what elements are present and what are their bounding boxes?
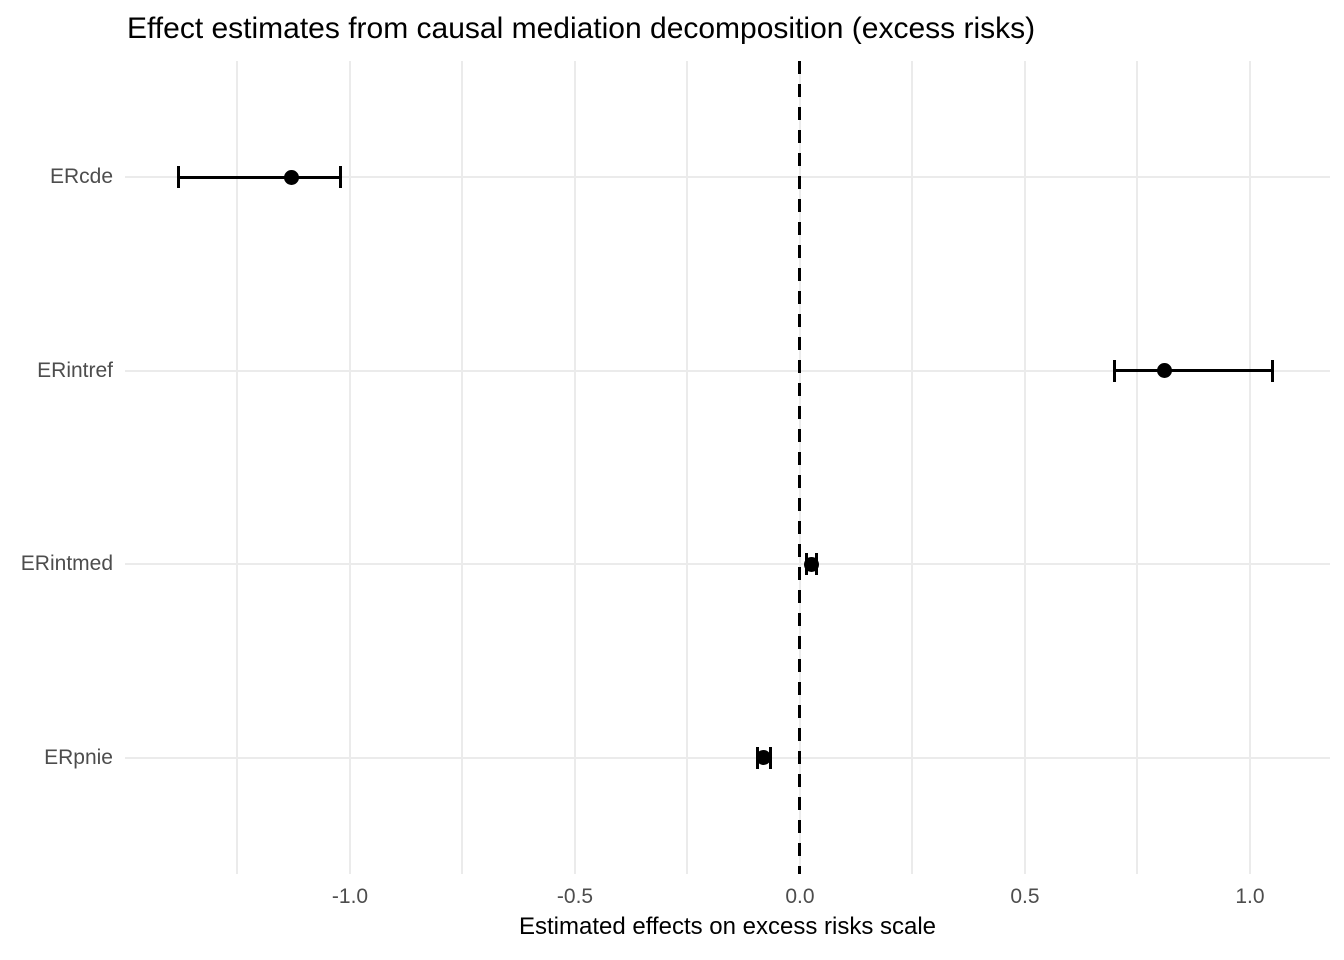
zero-reference-line (798, 61, 802, 874)
y-axis-label-ERintmed: ERintmed (20, 552, 113, 576)
x-tick-label-0.5: 0.5 (1010, 885, 1040, 908)
errorbar-cap-lower-ERintref (1113, 359, 1117, 382)
minor-gridline-x--0.25 (686, 61, 689, 874)
point-estimate-ERpnie (756, 750, 772, 766)
row-gridline-ERintmed (125, 563, 1330, 566)
x-tick-label-0.0: 0.0 (785, 885, 815, 908)
y-axis-label-ERintref: ERintref (37, 358, 113, 382)
point-estimate-ERintmed (804, 556, 820, 572)
row-gridline-ERcde (125, 176, 1330, 179)
row-gridline-ERpnie (125, 756, 1330, 759)
x-tick-label--1.0: -1.0 (331, 885, 369, 908)
x-axis-title: Estimated effects on excess risks scale (518, 913, 937, 940)
minor-gridline-x--1.25 (236, 61, 239, 874)
errorbar-line-ERcde (178, 175, 341, 179)
errorbar-cap-upper-ERcde (339, 166, 343, 189)
major-gridline-x--0.5 (573, 61, 576, 874)
minor-gridline-x-0.75 (1136, 61, 1139, 874)
chart-title: Effect estimates from causal mediation d… (127, 12, 1036, 45)
errorbar-line-ERintref (1114, 369, 1273, 373)
point-estimate-ERcde (283, 169, 299, 185)
x-tick-label-1.0: 1.0 (1235, 885, 1265, 908)
plot-panel (125, 61, 1330, 874)
major-gridline-x--1 (348, 61, 351, 874)
errorbar-cap-upper-ERintref (1270, 359, 1274, 382)
point-estimate-ERintref (1156, 363, 1172, 379)
x-tick-label--0.5: -0.5 (556, 885, 594, 908)
minor-gridline-x-0.25 (911, 61, 914, 874)
major-gridline-x-1 (1248, 61, 1251, 874)
major-gridline-x-0.5 (1023, 61, 1026, 874)
y-axis-label-ERcde: ERcde (49, 165, 113, 189)
errorbar-cap-lower-ERcde (177, 166, 181, 189)
row-gridline-ERintref (125, 369, 1330, 372)
y-axis-label-ERpnie: ERpnie (44, 745, 113, 769)
minor-gridline-x--0.75 (461, 61, 464, 874)
